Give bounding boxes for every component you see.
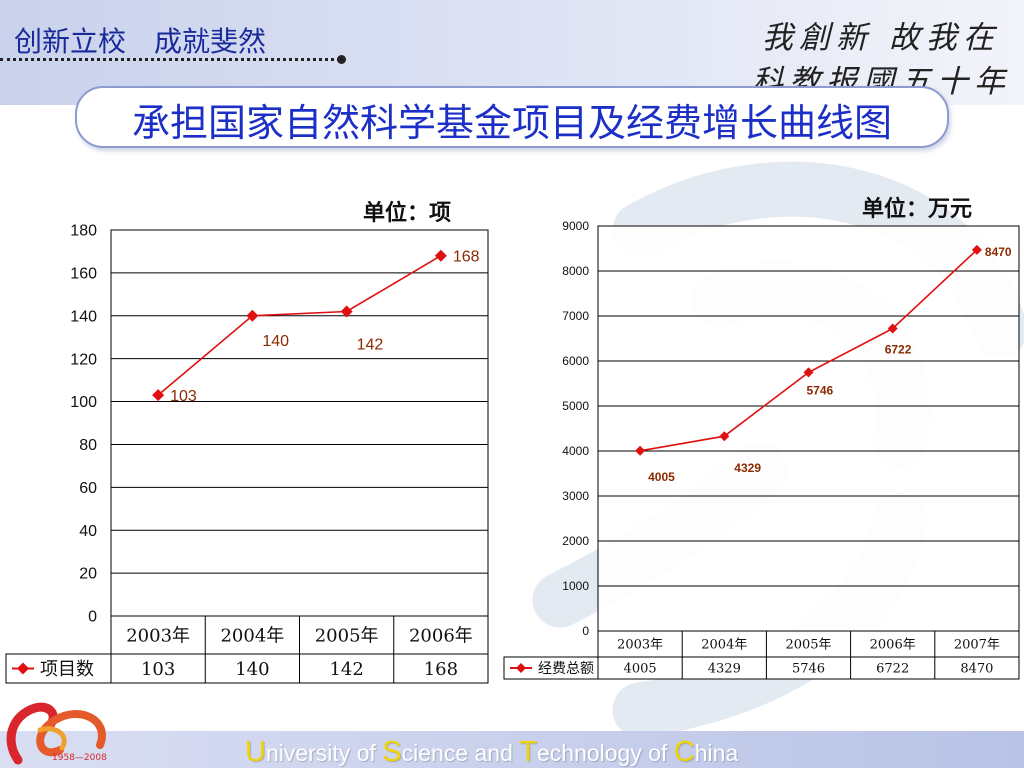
logo-years: 1958—2008 [52,753,107,763]
page-title: 承担国家自然科学基金项目及经费增长曲线图 [131,101,892,145]
school-motto: 创新立校 成就斐然 [14,25,267,58]
chart2-legend-label: 经费总额 [538,661,594,677]
chart2-data-point [971,244,982,255]
footer-text-3: echnology of [536,740,674,766]
chart1-y-tick-label: 160 [70,265,97,282]
chart2-y-tick-label: 2000 [562,534,589,548]
chart2-y-tick-label: 4000 [562,444,589,458]
chart2-data-point [803,367,814,378]
chart2-y-tick-label: 9000 [562,219,589,233]
chart2-y-tick-label: 3000 [562,489,589,503]
chart2-table-value: 4329 [708,662,741,677]
footer-initial-s: S [382,736,402,768]
chart2-table-value: 4005 [624,662,657,677]
chart1-y-tick-label: 140 [70,308,97,325]
chart1-data-point [152,389,165,402]
title-box [75,86,949,148]
chart2-y-tick-label: 1000 [562,579,589,593]
chart1-category-label: 2006年 [409,625,473,646]
chart2-table-value: 6722 [876,662,909,677]
footer-text-1: niversity of [265,740,383,766]
chart2-plot-area [597,225,1020,632]
chart1-table-value: 140 [235,659,269,680]
chart1-legend-marker [17,662,29,675]
university-name: University of Science and Technology of … [245,736,738,769]
dotted-divider [0,58,340,61]
chart2-data-label: 8470 [985,245,1012,259]
chart1-y-tick-label: 120 [70,351,97,368]
chart1-category-label: 2004年 [220,625,284,646]
chart1-data-label: 103 [170,388,197,405]
chart1-data-label: 140 [262,333,289,350]
footer-initial-u: U [245,736,266,768]
chart2-category-label: 2003年 [617,638,663,653]
chart1-data-label: 168 [453,249,480,266]
chart2-table-value: 5746 [792,662,825,677]
chart1-unit-label: 单位：项 [363,200,452,226]
chart2-table-value: 8470 [960,662,993,677]
footer-band [0,731,1024,768]
chart1-table-value: 142 [329,659,363,680]
chart1-data-point [434,249,447,262]
chart2-data-label: 4005 [648,470,675,484]
divider-end-dot [337,55,346,64]
footer-text-2: cience and [401,740,520,766]
calligraphy-line-1: 我創新 故我在 [762,20,1000,56]
chart2-y-tick-label: 0 [582,624,589,638]
footer-initial-t: T [519,736,537,768]
chart2-category-label: 2005年 [785,638,831,653]
chart1-legend-label: 项目数 [40,659,94,680]
chart1-y-tick-label: 40 [79,523,97,540]
chart1-table-value-row [5,653,489,684]
footer-text-4: hina [694,740,739,766]
chart2-table-header-row [597,630,1020,658]
chart2-data-label: 6722 [885,343,912,357]
chart1-category-label: 2003年 [126,625,190,646]
chart2-y-tick-label: 8000 [562,264,589,278]
chart2-data-point [635,445,646,456]
chart2-data-point [719,431,730,442]
chart1-data-point [340,305,353,318]
anniversary-logo: 1958—2008 [6,702,107,765]
chart2-category-label: 2006年 [870,638,916,653]
footer-initial-c: C [673,736,695,768]
chart1-y-tick-label: 0 [88,609,97,626]
chart2-data-label: 4329 [734,461,761,475]
chart1-category-label: 2005年 [315,625,379,646]
chart2-data-label: 5746 [807,383,834,397]
chart2-y-tick-label: 6000 [562,354,589,368]
chart1-y-tick-label: 100 [70,394,97,411]
chart2-table-value-row [503,656,1020,680]
chart2-data-point [887,323,898,334]
chart1-data-point [246,309,259,322]
chart2-unit-label: 单位：万元 [862,196,973,222]
chart1-data-label: 142 [357,336,384,353]
chart2-y-tick-label: 7000 [562,309,589,323]
chart2-category-label: 2007年 [954,638,1000,653]
chart2-category-label: 2004年 [701,638,747,653]
chart2-legend-marker [516,663,526,673]
chart1-y-tick-label: 60 [79,480,97,497]
chart1-series-line [157,255,442,396]
chart1-table-value: 168 [424,659,458,680]
chart1-y-tick-label: 20 [79,566,97,583]
chart2-y-tick-label: 5000 [562,399,589,413]
chart1-plot-area [110,229,489,617]
chart1-y-tick-label: 80 [79,437,97,454]
chart1-table-value: 103 [141,659,175,680]
chart1-y-tick-label: 180 [70,223,97,240]
